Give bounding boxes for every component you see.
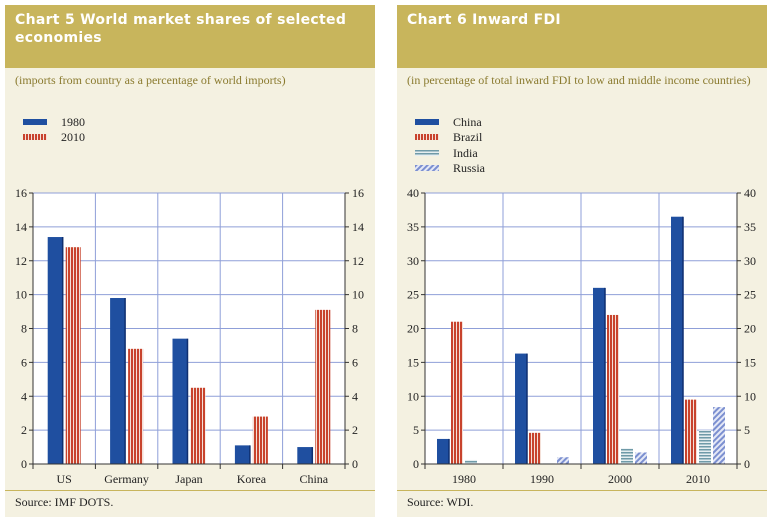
bar-india-2010: [699, 430, 711, 464]
ytick-label-right: 0: [744, 457, 750, 471]
bar-india-1980: [465, 459, 477, 464]
bar-china-1990: [515, 353, 527, 464]
ytick-label-right: 0: [352, 457, 358, 471]
bar-1980-korea: [234, 445, 250, 464]
chart5-title: Chart 5 World market shares of selected …: [15, 12, 347, 46]
ytick-label-left: 5: [413, 423, 419, 437]
ytick-label-left: 0: [21, 457, 27, 471]
ytick-label-right: 4: [352, 389, 358, 403]
bar-china-1980: [437, 438, 449, 464]
legend-swatch-brazil: [415, 134, 439, 140]
ytick-label-right: 35: [744, 220, 756, 234]
chart5-subtitle: (imports from country as a percentage of…: [15, 73, 286, 87]
chart5-source-divider: [5, 490, 375, 491]
bar-brazil-1980: [451, 321, 463, 464]
legend-label-china: China: [453, 115, 482, 129]
ytick-label-right: 25: [744, 288, 756, 302]
ytick-label-right: 20: [744, 322, 756, 336]
bar-brazil-1990: [529, 432, 541, 464]
ytick-label-left: 25: [407, 288, 419, 302]
legend-swatch-russia: [415, 165, 439, 171]
xtick-label: 2010: [686, 472, 710, 486]
xtick-label: US: [57, 472, 72, 486]
legend-swatch-2010: [23, 134, 47, 140]
bar-india-2000: [621, 448, 633, 464]
legend-label-1980: 1980: [61, 115, 85, 129]
ytick-label-right: 10: [744, 389, 756, 403]
ytick-label-left: 15: [407, 355, 419, 369]
bar-russia-1990: [557, 457, 569, 464]
ytick-label-left: 16: [15, 186, 27, 200]
chart6-source-divider: [397, 490, 767, 491]
chart5-header: Chart 5 World market shares of selected …: [5, 5, 375, 68]
ytick-label-left: 0: [413, 457, 419, 471]
chart6-panel: Chart 6 Inward FDI (in percentage of tot…: [397, 5, 767, 517]
ytick-label-left: 2: [21, 423, 27, 437]
legend-swatch-1980: [23, 119, 47, 125]
ytick-label-left: 12: [15, 254, 27, 268]
bar-2010-japan: [190, 387, 206, 464]
chart6-title: Chart 6 Inward FDI: [407, 12, 561, 28]
ytick-label-right: 12: [352, 254, 364, 268]
ytick-label-left: 30: [407, 254, 419, 268]
legend-swatch-india: [415, 150, 439, 156]
chart6-header: Chart 6 Inward FDI: [397, 5, 767, 68]
bar-1980-germany: [110, 298, 126, 464]
bar-1980-japan: [172, 338, 188, 464]
ytick-label-left: 10: [15, 288, 27, 302]
legend-swatch-china: [415, 119, 439, 125]
chart6-subtitle: (in percentage of total inward FDI to lo…: [407, 73, 751, 87]
chart5-source: Source: IMF DOTS.: [15, 495, 114, 509]
xtick-label: China: [299, 472, 328, 486]
chart6-plot: 0 0 5 5 10 10 15 15 20 20 25 25 30 30 35 35 40 40 1980 1990…: [407, 186, 756, 486]
bar-2010-us: [65, 247, 81, 464]
ytick-label-left: 6: [21, 355, 27, 369]
xtick-label: 1980: [452, 472, 476, 486]
ytick-label-left: 20: [407, 322, 419, 336]
bar-2010-korea: [252, 416, 268, 464]
ytick-label-right: 10: [352, 288, 364, 302]
ytick-label-left: 35: [407, 220, 419, 234]
bar-1980-us: [47, 237, 63, 464]
ytick-label-right: 14: [352, 220, 364, 234]
ytick-label-right: 15: [744, 355, 756, 369]
bar-2010-china: [315, 309, 331, 464]
bar-russia-2000: [635, 452, 647, 464]
ytick-label-left: 8: [21, 322, 27, 336]
bar-brazil-2000: [607, 314, 619, 464]
chart5-plot: 0 0 2 2 4 4 6 6 8 8 10 10 12 12 14 14 16 16 US Germany Japan…: [15, 186, 364, 486]
bar-china-2010: [671, 216, 683, 464]
bar-2010-germany: [128, 348, 144, 464]
xtick-label: Germany: [104, 472, 149, 486]
ytick-label-right: 2: [352, 423, 358, 437]
ytick-label-right: 8: [352, 322, 358, 336]
ytick-label-left: 40: [407, 186, 419, 200]
ytick-label-left: 4: [21, 389, 27, 403]
xtick-label: Japan: [175, 472, 202, 486]
legend-label-india: India: [453, 146, 478, 160]
ytick-label-left: 14: [15, 220, 27, 234]
xtick-label: 1990: [530, 472, 554, 486]
ytick-label-right: 6: [352, 355, 358, 369]
legend-label-brazil: Brazil: [453, 130, 483, 144]
bar-russia-2010: [713, 407, 725, 464]
bar-china-2000: [593, 287, 605, 464]
legend-label-russia: Russia: [453, 161, 486, 175]
ytick-label-right: 40: [744, 186, 756, 200]
bar-brazil-2010: [685, 399, 697, 464]
ytick-label-right: 30: [744, 254, 756, 268]
bar-1980-china: [297, 447, 313, 464]
ytick-label-right: 5: [744, 423, 750, 437]
chart6-source: Source: WDI.: [407, 495, 474, 509]
ytick-label-left: 10: [407, 389, 419, 403]
xtick-label: 2000: [608, 472, 632, 486]
xtick-label: Korea: [237, 472, 267, 486]
legend-label-2010: 2010: [61, 130, 85, 144]
chart5-panel: Chart 5 World market shares of selected …: [5, 5, 375, 517]
ytick-label-right: 16: [352, 186, 364, 200]
